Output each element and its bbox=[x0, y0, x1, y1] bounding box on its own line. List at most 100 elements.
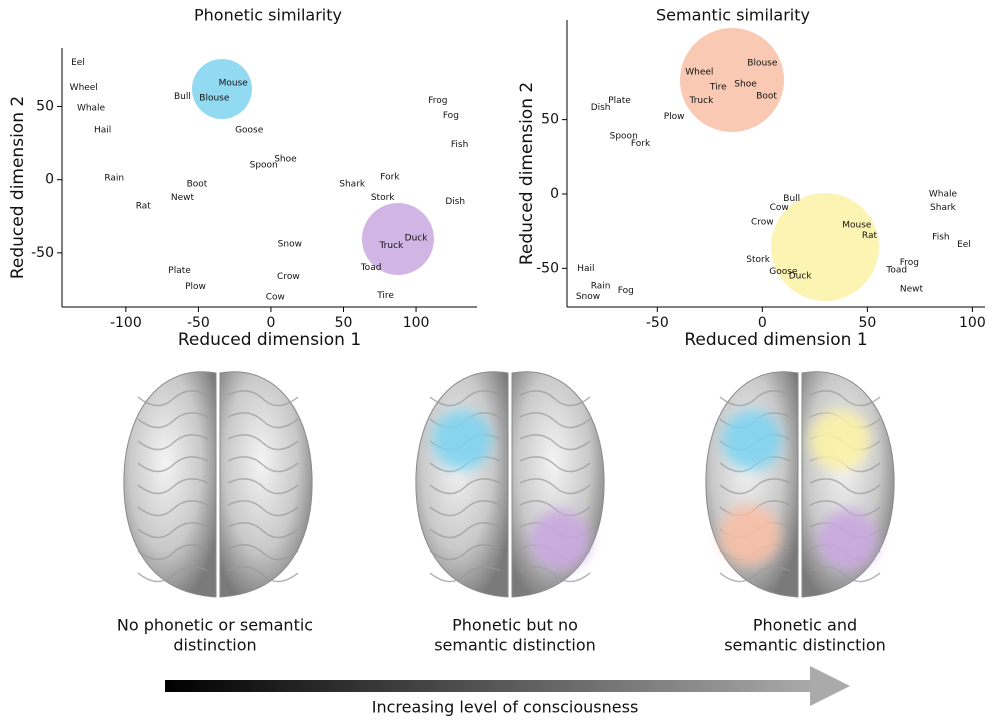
word-point: Plow bbox=[185, 282, 206, 292]
word-point: Toad bbox=[885, 265, 907, 275]
y-axis-label: Reduced dimension 2 bbox=[517, 82, 537, 265]
word-point: Bull bbox=[174, 92, 191, 102]
word-point: Newt bbox=[171, 193, 195, 203]
x-tick-label: 50 bbox=[335, 315, 353, 331]
activation-patch bbox=[432, 410, 492, 470]
gyrus bbox=[719, 566, 791, 583]
brain-caption: semantic distinction bbox=[724, 636, 886, 655]
gyrus bbox=[519, 500, 591, 517]
gyrus bbox=[137, 412, 209, 429]
word-point: Snow bbox=[278, 240, 302, 250]
word-point: Crow bbox=[751, 218, 774, 228]
brain-caption: No phonetic or semantic bbox=[117, 616, 313, 635]
cluster-highlight bbox=[680, 28, 784, 132]
word-point: Goose bbox=[235, 125, 264, 135]
gyrus bbox=[227, 412, 299, 429]
brain bbox=[123, 371, 313, 598]
word-point: Fork bbox=[380, 172, 400, 182]
brain-caption: semantic distinction bbox=[434, 636, 596, 655]
word-point: Blouse bbox=[747, 59, 778, 69]
gyrus bbox=[227, 390, 299, 407]
word-point: Duck bbox=[789, 271, 813, 281]
activation-patch bbox=[530, 510, 590, 570]
word-point: Boot bbox=[756, 91, 777, 101]
hemisphere bbox=[415, 371, 509, 598]
word-point: Fog bbox=[618, 286, 634, 296]
cluster-highlight bbox=[192, 59, 252, 119]
arrow-head bbox=[810, 666, 850, 706]
word-point: Fish bbox=[451, 140, 468, 150]
scatter-chart: -50 0 50 100 -50 0 50 Blouse Wheel Tire Shoe Boot Tr… bbox=[517, 6, 986, 351]
gyrus bbox=[137, 390, 209, 407]
gyrus bbox=[429, 544, 501, 561]
gyrus bbox=[227, 522, 299, 539]
gyrus bbox=[227, 456, 299, 473]
gyrus bbox=[429, 390, 501, 407]
y-tick-label: 0 bbox=[550, 186, 559, 202]
word-point: Blouse bbox=[199, 93, 230, 103]
y-tick-label: 50 bbox=[36, 99, 54, 115]
word-point: Cow bbox=[266, 292, 285, 302]
x-tick-label: 0 bbox=[758, 315, 767, 331]
word-point: Frog bbox=[900, 258, 919, 268]
gyrus bbox=[429, 478, 501, 495]
word-point: Mouse bbox=[842, 221, 872, 231]
word-point: Frog bbox=[428, 96, 447, 106]
word-point: Rain bbox=[104, 174, 124, 184]
word-point: Plate bbox=[168, 266, 191, 276]
gyrus bbox=[227, 478, 299, 495]
gyrus bbox=[519, 478, 591, 495]
word-point: Tire bbox=[709, 82, 727, 92]
word-point: Shark bbox=[930, 203, 957, 213]
word-point: Rat bbox=[862, 231, 878, 241]
gyrus bbox=[809, 500, 881, 517]
word-point: Spoon bbox=[610, 131, 638, 141]
activation-patch bbox=[722, 410, 782, 470]
scatter-chart: -100 -50 0 50 100 -50 0 50 Eel Wheel Whale Hail Bull… bbox=[8, 6, 477, 350]
x-tick-label: -50 bbox=[187, 315, 210, 331]
word-point: Cow bbox=[770, 203, 789, 213]
word-point: Wheel bbox=[70, 83, 98, 93]
gyrus bbox=[137, 522, 209, 539]
word-point: Newt bbox=[900, 285, 924, 295]
x-axis-label: Reduced dimension 1 bbox=[684, 330, 867, 350]
y-tick-label: 0 bbox=[45, 172, 54, 188]
chart-title: Semantic similarity bbox=[656, 6, 810, 25]
gyrus bbox=[137, 500, 209, 517]
word-point: Dish bbox=[445, 197, 465, 207]
word-point: Snow bbox=[576, 292, 600, 302]
activation-patch bbox=[818, 510, 878, 570]
gyrus bbox=[137, 544, 209, 561]
gyrus bbox=[227, 544, 299, 561]
chart-title: Phonetic similarity bbox=[194, 6, 342, 25]
gyrus bbox=[519, 434, 591, 451]
activation-patch bbox=[720, 505, 780, 565]
word-point: Hail bbox=[94, 125, 111, 135]
word-point: Stork bbox=[371, 193, 395, 203]
gyrus bbox=[719, 390, 791, 407]
x-tick-label: 100 bbox=[403, 315, 430, 331]
word-point: Eel bbox=[71, 58, 85, 68]
gyrus bbox=[519, 456, 591, 473]
cluster-highlight bbox=[362, 203, 434, 275]
word-point: Hail bbox=[577, 264, 594, 274]
y-tick-label: 50 bbox=[541, 112, 559, 128]
word-point: Duck bbox=[405, 234, 429, 244]
x-tick-label: 0 bbox=[266, 315, 275, 331]
word-point: Whale bbox=[77, 103, 106, 113]
gyrus bbox=[519, 390, 591, 407]
word-point: Rain bbox=[591, 282, 611, 292]
hemisphere bbox=[123, 371, 217, 598]
word-point: Plate bbox=[608, 96, 631, 106]
word-point: Boot bbox=[187, 180, 208, 190]
word-point: Whale bbox=[929, 189, 958, 199]
word-point: Plow bbox=[664, 112, 685, 122]
word-point: Dish bbox=[591, 103, 611, 113]
cluster-highlight bbox=[771, 193, 879, 301]
word-point: Toad bbox=[360, 263, 382, 273]
word-point: Fork bbox=[631, 139, 651, 149]
word-point: Wheel bbox=[685, 68, 713, 78]
word-point: Goose bbox=[769, 267, 798, 277]
gyrus bbox=[719, 478, 791, 495]
